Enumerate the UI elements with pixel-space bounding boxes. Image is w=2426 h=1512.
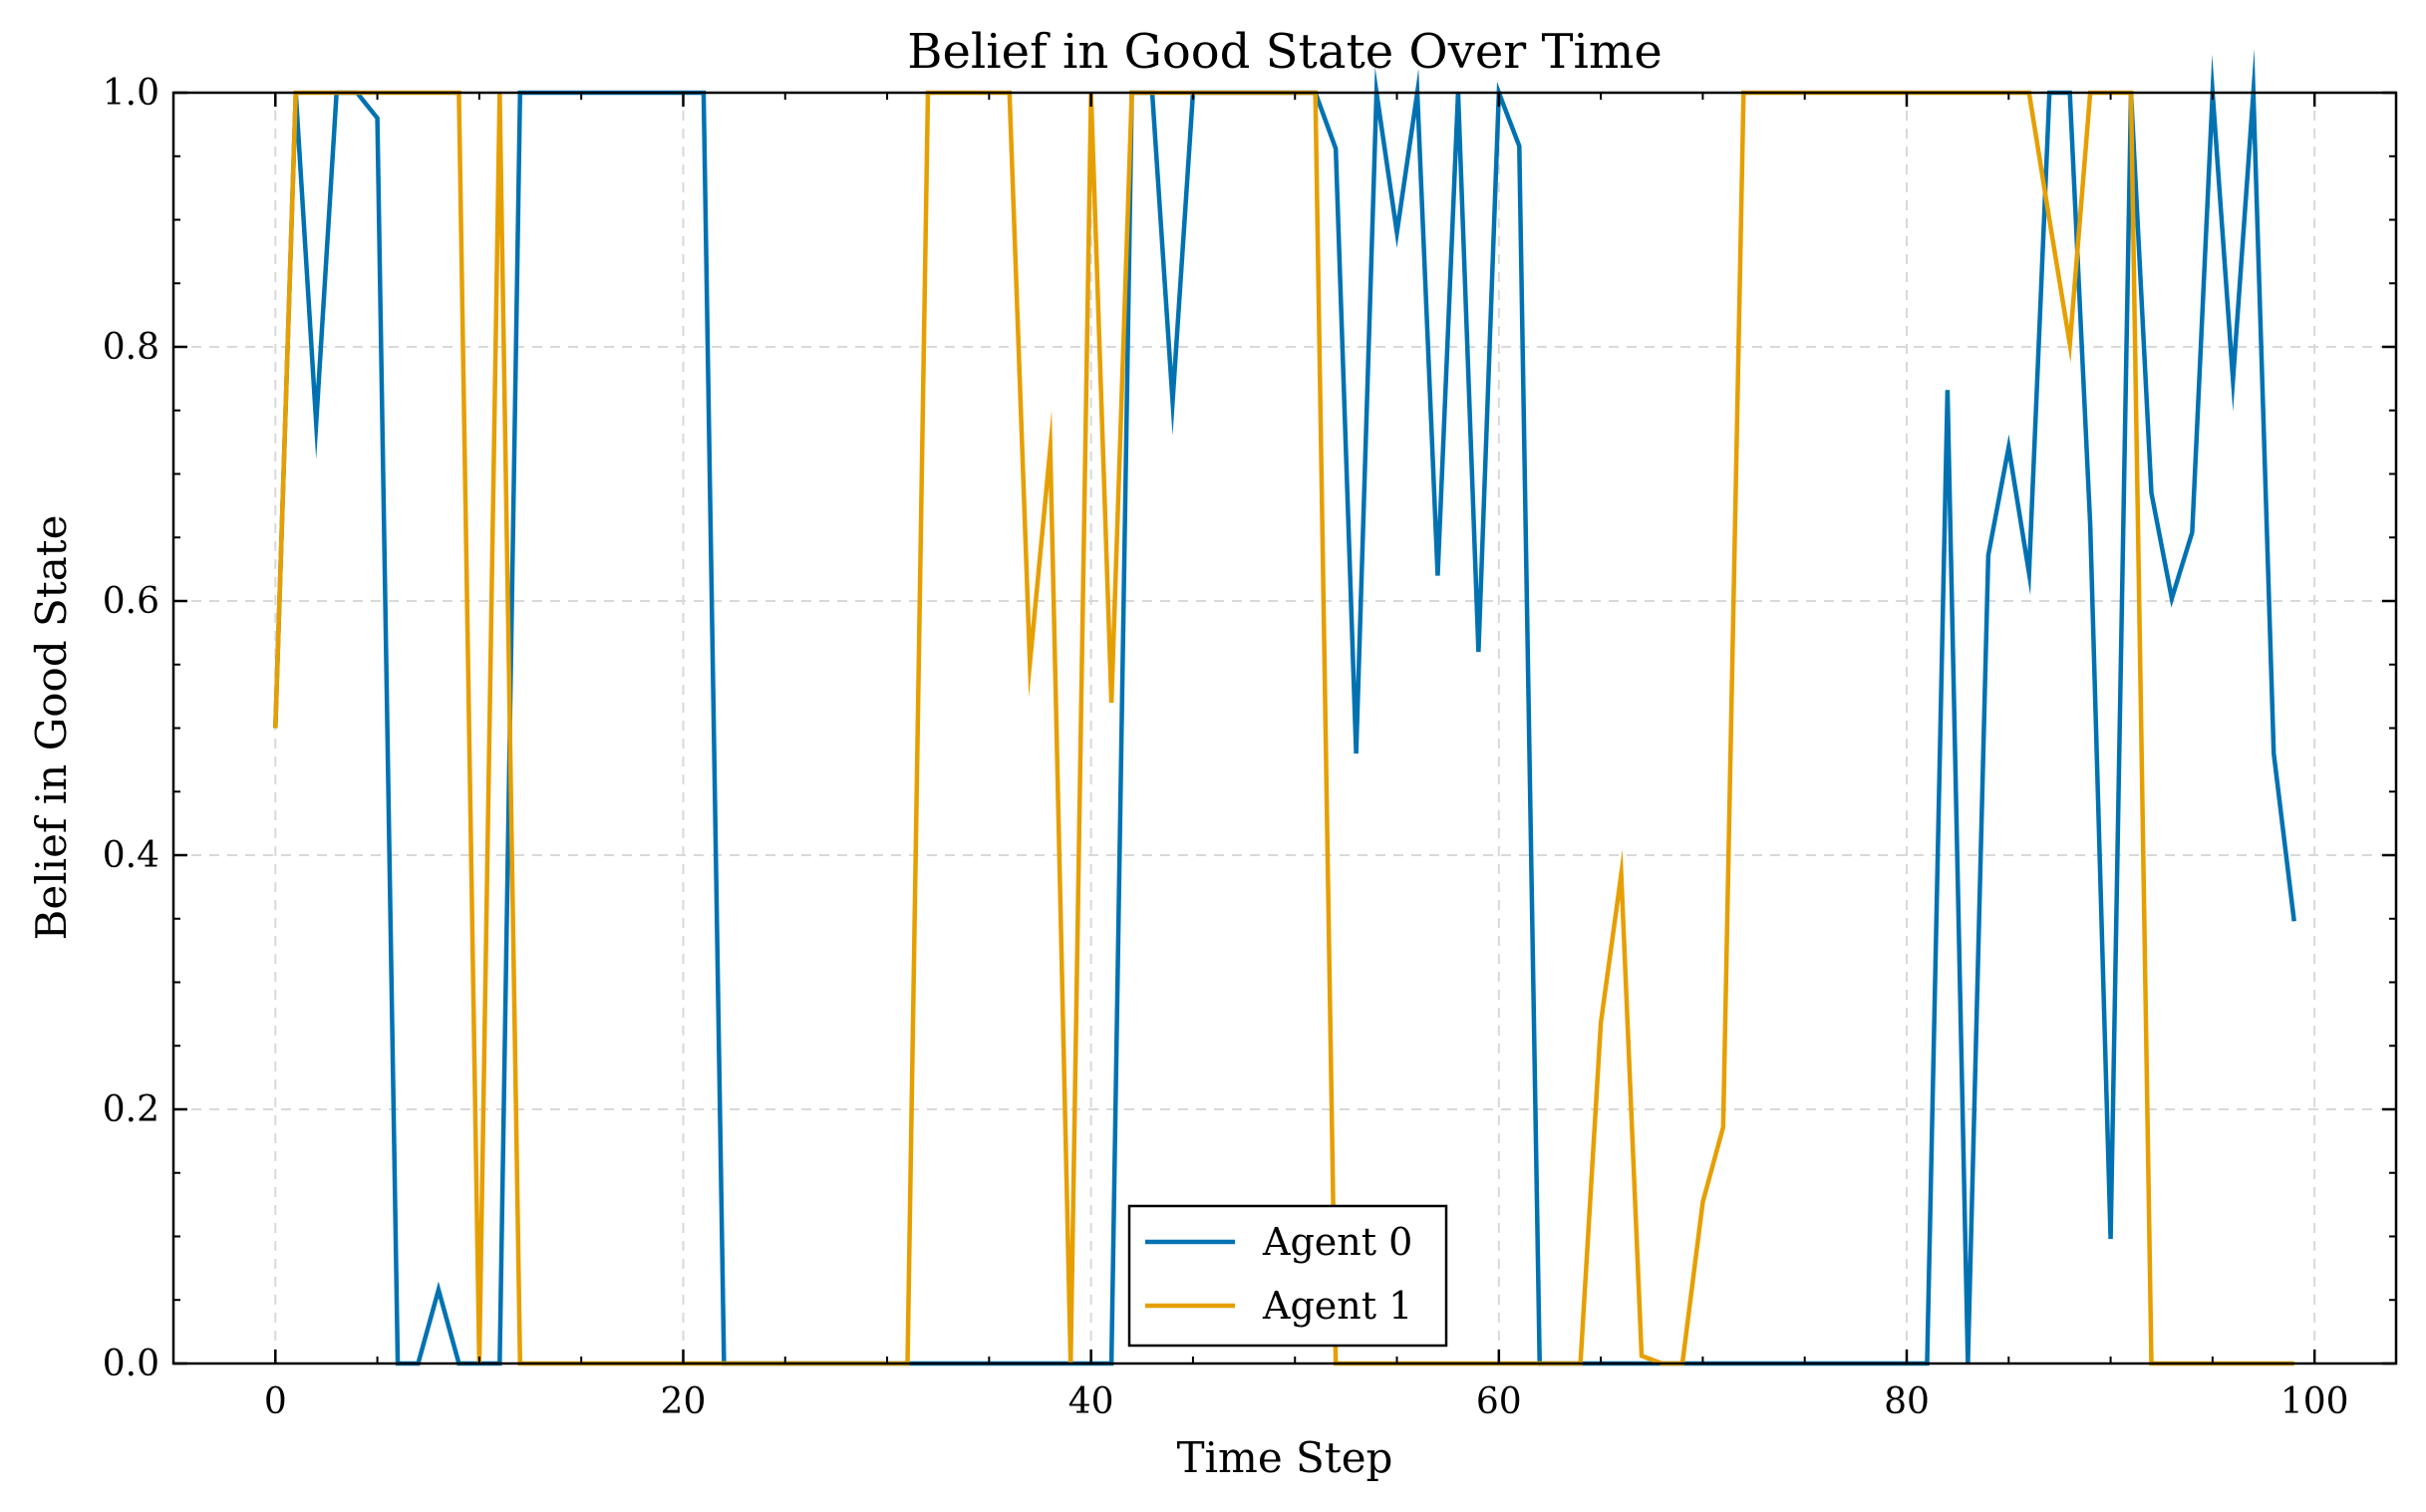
legend-label: Agent 0 — [1262, 1220, 1412, 1264]
x-tick-label: 0 — [264, 1381, 287, 1422]
legend-box — [1127, 1204, 1448, 1348]
y-axis-label: Belief in Good State — [27, 515, 76, 941]
legend-label: Agent 1 — [1262, 1284, 1412, 1328]
y-tick-label: 0.8 — [103, 327, 159, 368]
y-tick-label: 0.2 — [103, 1089, 159, 1130]
x-tick-label: 60 — [1476, 1381, 1522, 1422]
legend: Agent 0 Agent 1 — [1127, 1204, 1448, 1348]
y-tick-label: 0.0 — [103, 1344, 159, 1384]
ticks: 0 20 40 60 80 100 0.0 0.2 0.4 0.6 0.8 1.0 — [103, 73, 2396, 1422]
x-tick-label: 40 — [1068, 1381, 1114, 1422]
x-axis-label: Time Step — [1177, 1433, 1393, 1482]
x-tick-label: 20 — [661, 1381, 707, 1422]
y-tick-label: 0.4 — [103, 835, 159, 876]
x-tick-label: 100 — [2280, 1381, 2349, 1422]
y-tick-label: 0.6 — [103, 581, 159, 622]
chart-title: Belief in Good State Over Time — [907, 24, 1663, 80]
y-tick-label: 1.0 — [103, 73, 159, 114]
x-tick-label: 80 — [1884, 1381, 1930, 1422]
